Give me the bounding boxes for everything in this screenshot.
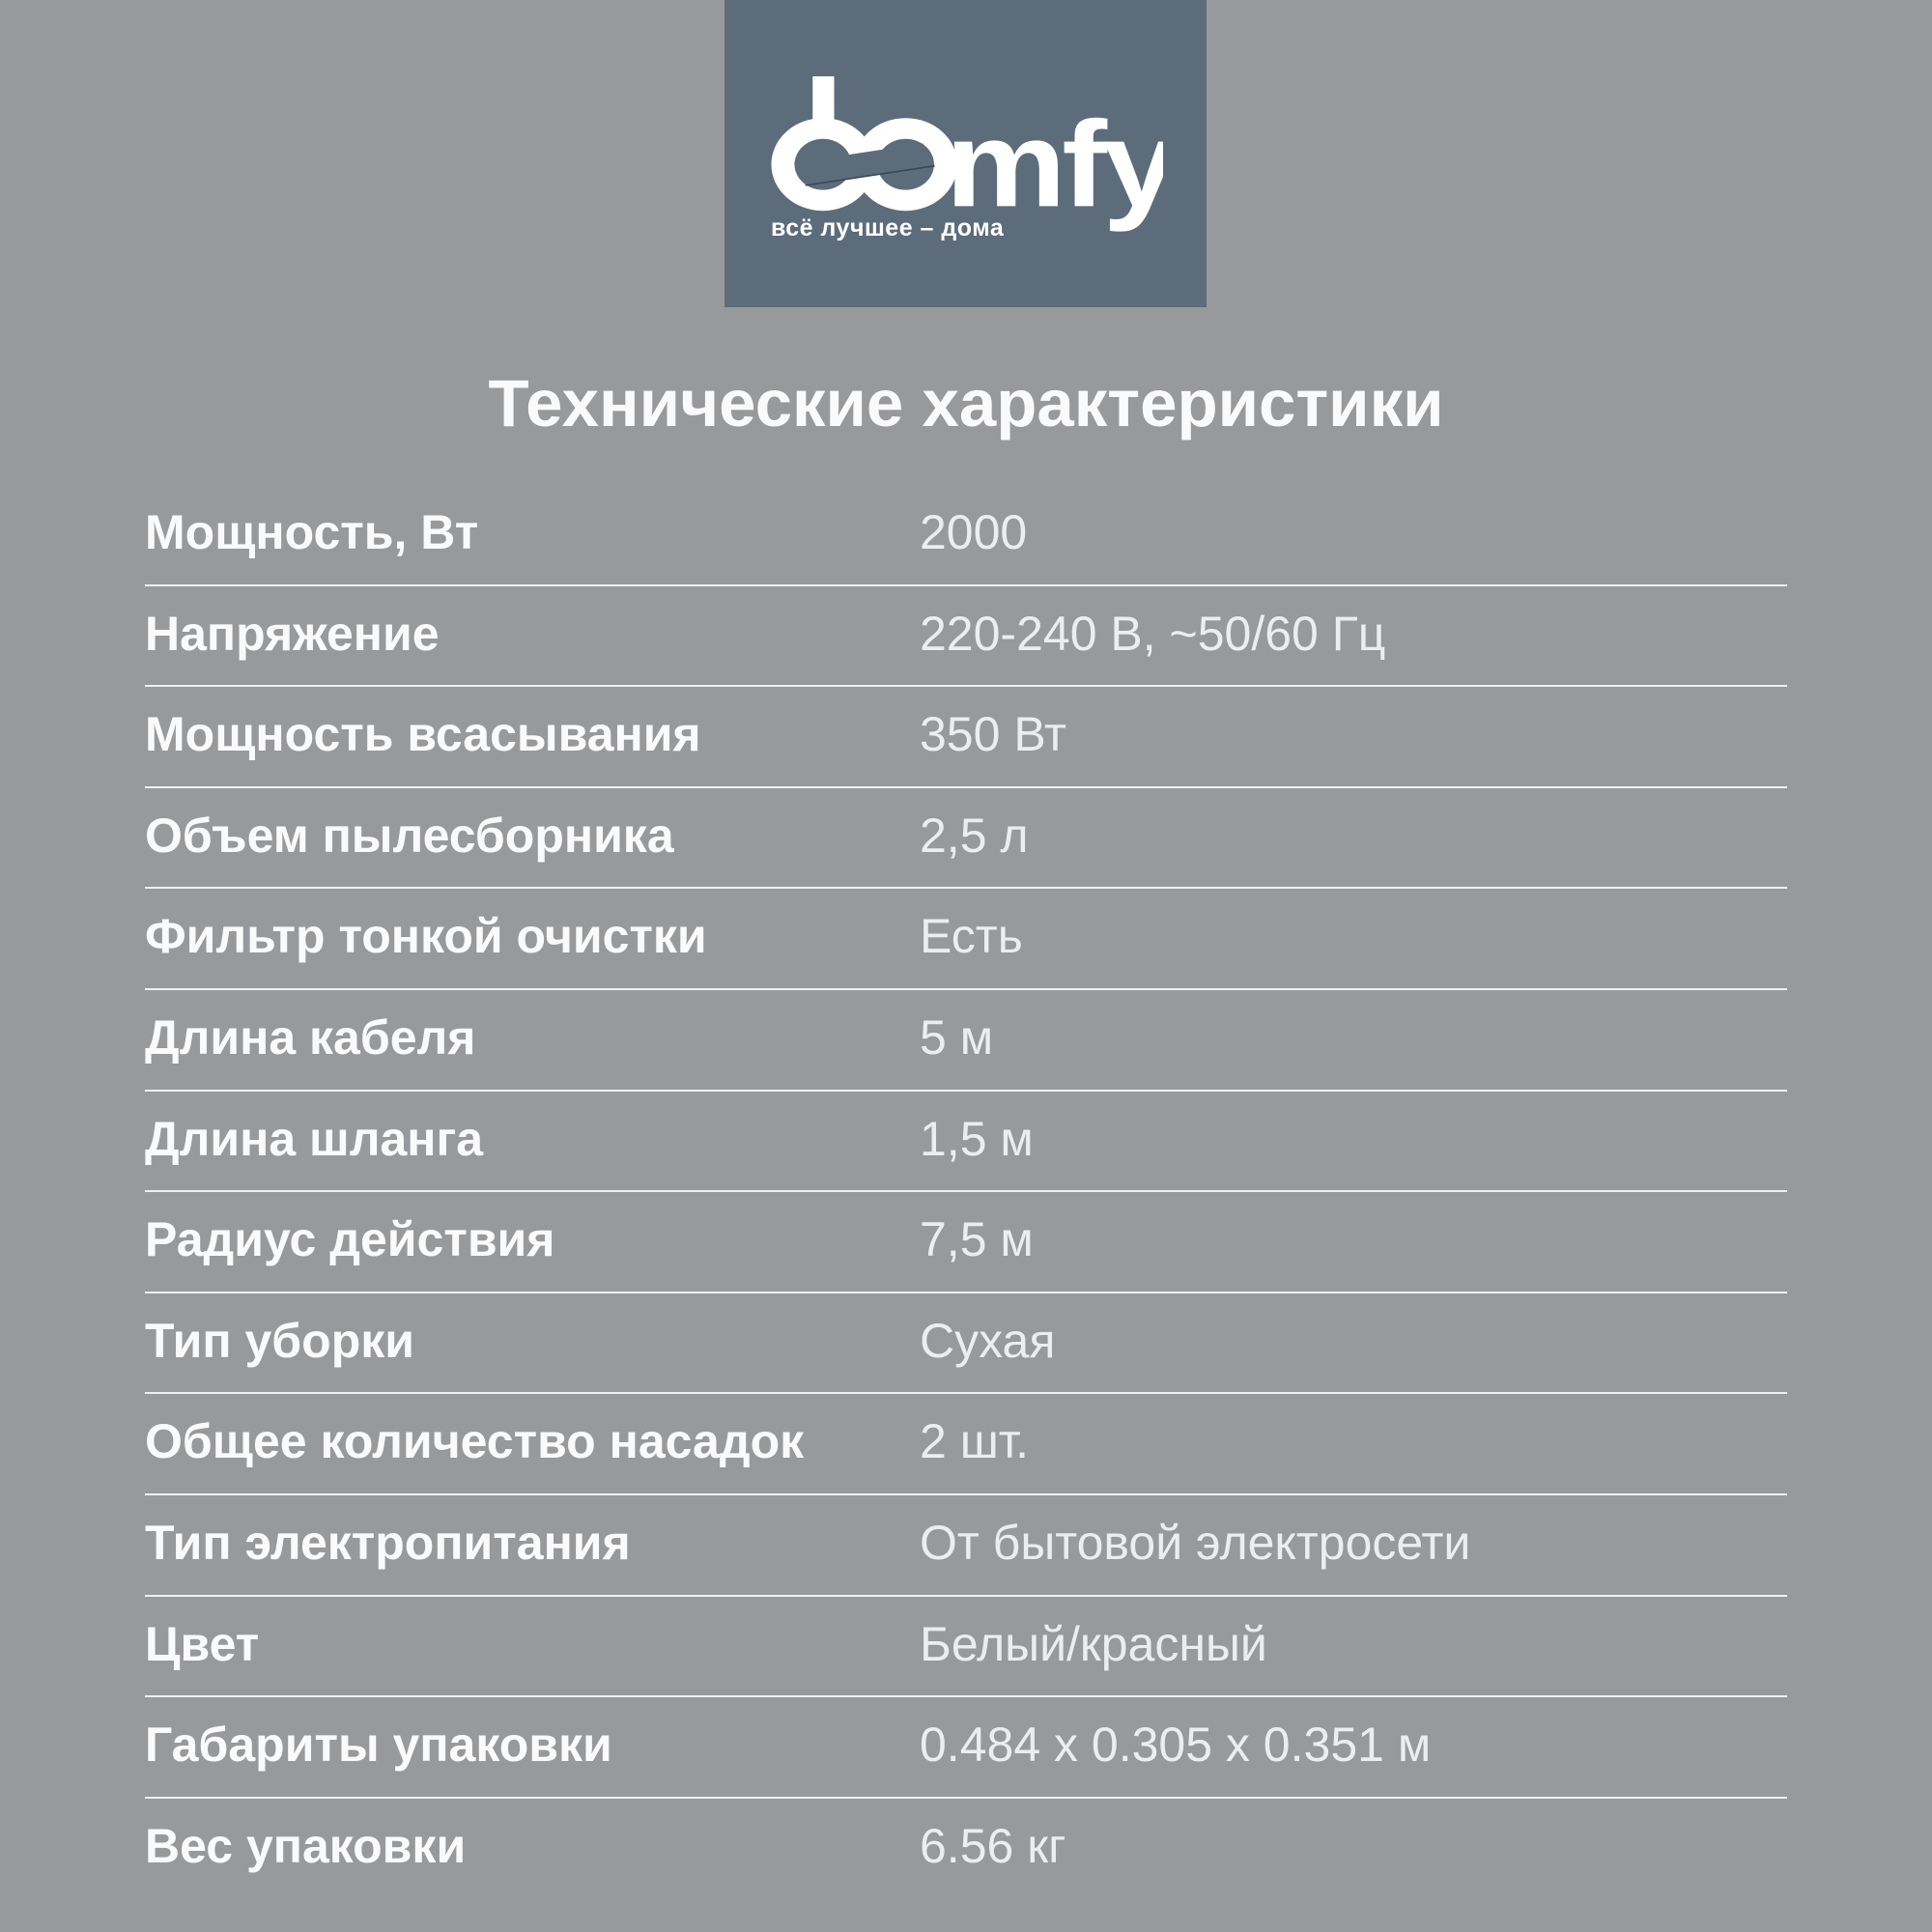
- svg-text:mfy: mfy: [946, 97, 1164, 233]
